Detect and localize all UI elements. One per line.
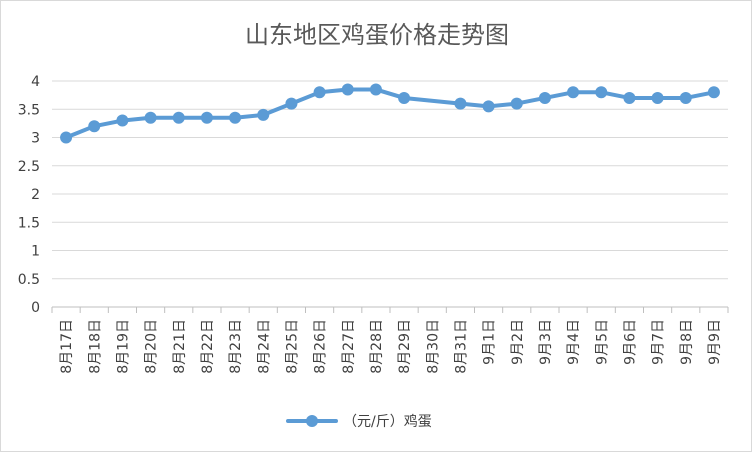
y-tick-label: 3: [31, 131, 40, 147]
y-tick-label: 2.5: [18, 159, 40, 175]
legend-label: （元/斤）鸡蛋: [343, 413, 432, 430]
y-axis-ticks: 0 0.5 1 1.5 2 2.5 3 3.5 4: [18, 74, 40, 316]
x-tick-label: 9月1日: [482, 319, 498, 365]
y-tick-label: 2: [31, 187, 40, 203]
data-point: [313, 86, 326, 99]
data-point: [200, 111, 213, 124]
legend-marker-swatch: [306, 415, 318, 427]
data-point: [538, 91, 551, 104]
x-tick-label: 8月28日: [369, 319, 385, 374]
y-tick-label: 4: [31, 74, 40, 90]
data-point: [595, 86, 608, 99]
legend: （元/斤）鸡蛋: [286, 413, 432, 430]
x-tick-label: 9月4日: [566, 319, 582, 365]
y-tick-label: 3.5: [18, 102, 40, 118]
data-point: [60, 131, 73, 144]
x-tick-label: 8月23日: [228, 319, 244, 374]
y-tick-label: 1: [31, 244, 40, 260]
x-tick-label: 8月18日: [87, 319, 103, 374]
data-point: [679, 91, 692, 104]
x-tick-label: 9月8日: [679, 319, 695, 365]
x-tick-label: 8月27日: [341, 319, 357, 374]
x-tick-label: 8月17日: [59, 319, 75, 374]
x-tick-label: 9月5日: [594, 319, 610, 365]
x-tick-label: 8月30日: [425, 319, 441, 374]
data-point: [567, 86, 580, 99]
data-point: [510, 97, 523, 110]
x-tick-label: 9月9日: [707, 319, 723, 365]
x-tick-label: 8月29日: [397, 319, 413, 374]
y-tick-label: 0.5: [18, 272, 40, 288]
data-point: [651, 91, 664, 104]
x-tick-label: 9月6日: [622, 319, 638, 365]
data-point: [88, 120, 101, 133]
x-tick-label: 8月20日: [144, 319, 160, 374]
x-tick-label: 8月22日: [200, 319, 216, 374]
x-axis-ticks: 8月17日 8月18日 8月19日 8月20日 8月21日 8月22日 8月23日 8月24日…: [59, 319, 723, 374]
x-tick-label: 9月2日: [510, 319, 526, 365]
data-point: [707, 86, 720, 99]
data-point: [229, 111, 242, 124]
data-point: [116, 114, 129, 127]
data-point: [257, 108, 270, 121]
data-point: [285, 97, 298, 110]
data-point: [172, 111, 185, 124]
x-tick-label: 9月7日: [651, 319, 667, 365]
x-tick-label: 8月21日: [172, 319, 188, 374]
data-point: [144, 111, 157, 124]
data-point: [482, 100, 495, 113]
data-point: [623, 91, 636, 104]
data-point: [341, 83, 354, 96]
x-tick-label: 8月24日: [256, 319, 272, 374]
series-group: [60, 83, 720, 144]
y-tick-label: 0: [31, 300, 40, 316]
data-point: [454, 97, 467, 110]
x-tick-label: 8月26日: [313, 319, 329, 374]
x-tick-label: 8月31日: [453, 319, 469, 374]
series-line: [64, 87, 716, 140]
gridlines: [51, 80, 729, 313]
data-point: [369, 83, 382, 96]
x-tick-label: 8月25日: [284, 319, 300, 374]
chart-title: 山东地区鸡蛋价格走势图: [245, 21, 509, 49]
x-tick-label: 8月19日: [115, 319, 131, 374]
data-point: [398, 91, 411, 104]
x-tick-label: 9月3日: [538, 319, 554, 365]
y-tick-label: 1.5: [18, 215, 40, 231]
